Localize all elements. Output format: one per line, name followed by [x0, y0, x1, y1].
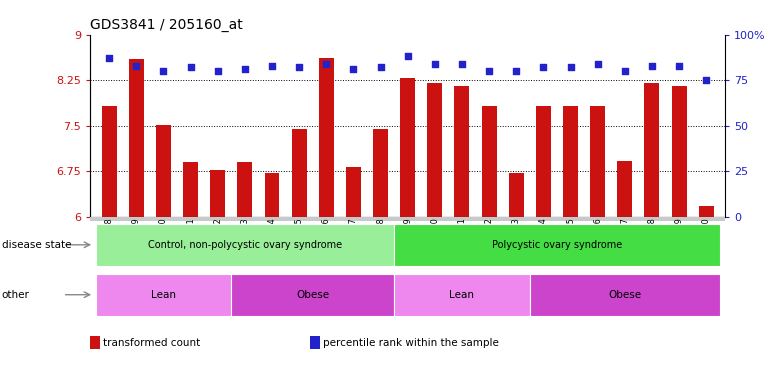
- Bar: [102, 106, 117, 217]
- Text: GSM277442: GSM277442: [213, 217, 222, 266]
- Bar: [394, 223, 720, 266]
- Text: percentile rank within the sample: percentile rank within the sample: [323, 338, 499, 348]
- Bar: [373, 129, 388, 217]
- Text: GSM277448: GSM277448: [376, 217, 385, 266]
- Text: GSM277450: GSM277450: [430, 217, 439, 266]
- Text: GSM277446: GSM277446: [321, 217, 331, 266]
- Bar: [509, 173, 524, 217]
- Bar: [481, 106, 496, 217]
- Point: [510, 68, 522, 74]
- Point: [700, 77, 713, 83]
- Text: GSM277457: GSM277457: [620, 217, 630, 266]
- Bar: [617, 161, 632, 217]
- Text: transformed count: transformed count: [103, 338, 201, 348]
- Bar: [590, 106, 605, 217]
- Point: [212, 68, 224, 74]
- Text: GSM277438: GSM277438: [104, 217, 114, 266]
- Point: [564, 65, 577, 71]
- Bar: [346, 167, 361, 217]
- Point: [537, 65, 550, 71]
- Point: [347, 66, 360, 72]
- Bar: [231, 273, 394, 316]
- Text: Lean: Lean: [449, 290, 474, 300]
- Point: [483, 68, 495, 74]
- Text: GDS3841 / 205160_at: GDS3841 / 205160_at: [90, 18, 243, 32]
- Bar: [455, 86, 470, 217]
- Bar: [672, 86, 687, 217]
- Point: [157, 68, 169, 74]
- Text: Polycystic ovary syndrome: Polycystic ovary syndrome: [492, 240, 622, 250]
- Bar: [563, 106, 578, 217]
- Text: GSM277456: GSM277456: [593, 217, 602, 266]
- Point: [646, 63, 659, 69]
- Text: GSM277458: GSM277458: [648, 217, 656, 266]
- Text: Control, non-polycystic ovary syndrome: Control, non-polycystic ovary syndrome: [148, 240, 342, 250]
- Point: [673, 63, 685, 69]
- Point: [591, 61, 604, 67]
- Text: GSM277453: GSM277453: [512, 217, 521, 266]
- Point: [238, 66, 251, 72]
- Bar: [536, 106, 551, 217]
- Bar: [394, 273, 530, 316]
- Bar: [427, 83, 442, 217]
- Text: Lean: Lean: [151, 290, 176, 300]
- Text: GSM277454: GSM277454: [539, 217, 548, 266]
- Bar: [183, 162, 198, 217]
- Bar: [156, 124, 171, 217]
- Text: Obese: Obese: [296, 290, 329, 300]
- Text: Obese: Obese: [608, 290, 641, 300]
- Point: [266, 63, 278, 69]
- Text: disease state: disease state: [2, 240, 71, 250]
- Text: GSM277441: GSM277441: [186, 217, 195, 266]
- Text: GSM277452: GSM277452: [485, 217, 494, 266]
- Text: GSM277451: GSM277451: [457, 217, 466, 266]
- Point: [374, 65, 387, 71]
- Bar: [96, 223, 394, 266]
- Point: [401, 53, 414, 60]
- Bar: [530, 273, 720, 316]
- Bar: [238, 162, 252, 217]
- Text: GSM277439: GSM277439: [132, 217, 141, 266]
- Point: [293, 65, 306, 71]
- Text: other: other: [2, 290, 30, 300]
- Text: GSM277444: GSM277444: [267, 217, 277, 266]
- Point: [619, 68, 631, 74]
- Bar: [699, 206, 713, 217]
- Point: [184, 65, 197, 71]
- Bar: [129, 59, 143, 217]
- Bar: [319, 58, 334, 217]
- Text: GSM277440: GSM277440: [159, 217, 168, 266]
- Text: GSM277447: GSM277447: [349, 217, 358, 266]
- Point: [103, 55, 115, 61]
- Point: [429, 61, 441, 67]
- Point: [456, 61, 468, 67]
- Text: GSM277445: GSM277445: [295, 217, 303, 266]
- Point: [320, 61, 332, 67]
- Text: GSM277459: GSM277459: [674, 217, 684, 266]
- Bar: [292, 129, 307, 217]
- Text: GSM277449: GSM277449: [403, 217, 412, 266]
- Bar: [210, 170, 225, 217]
- Text: GSM277443: GSM277443: [241, 217, 249, 266]
- Bar: [264, 173, 279, 217]
- Text: GSM277460: GSM277460: [702, 217, 711, 266]
- Bar: [96, 273, 231, 316]
- Text: GSM277455: GSM277455: [566, 217, 575, 266]
- Bar: [400, 78, 416, 217]
- Point: [130, 63, 143, 69]
- Bar: [644, 83, 659, 217]
